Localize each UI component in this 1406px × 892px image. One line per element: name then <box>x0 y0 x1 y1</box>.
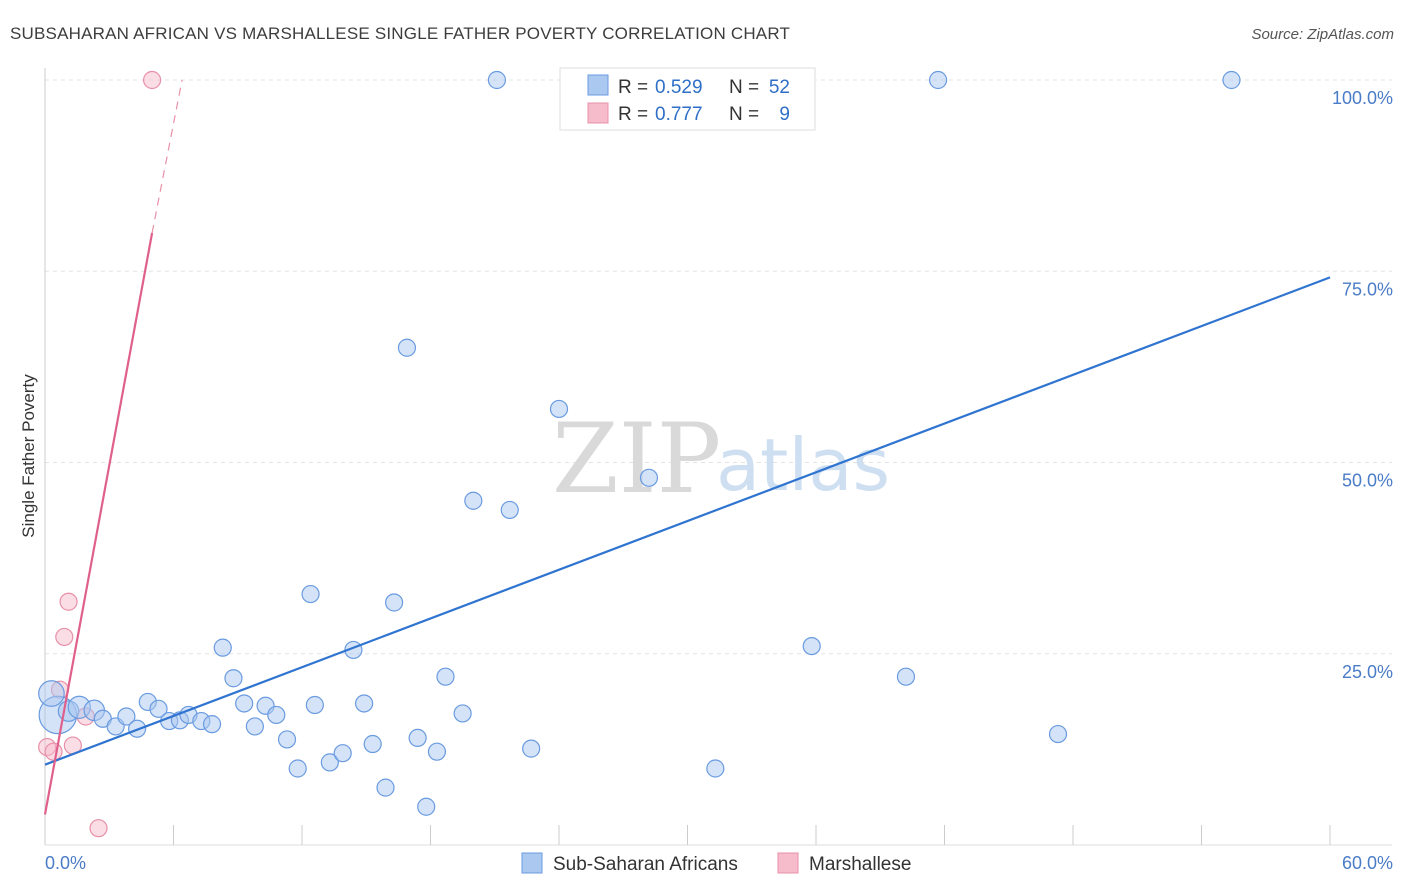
point-subsaharan-18 <box>245 717 264 736</box>
legend-n-label-blue: N = <box>729 77 759 98</box>
point-subsaharan-49 <box>1048 724 1068 744</box>
legend-n-label-pink: N = <box>729 104 759 125</box>
point-subsaharan-23 <box>301 584 320 604</box>
point-subsaharan-6 <box>117 707 136 726</box>
x-tick-label-min: 0.0% <box>45 853 86 873</box>
trend-line-subsaharan <box>44 276 1331 766</box>
point-subsaharan-14 <box>202 715 222 734</box>
y-tick-label-75: 75.0% <box>1342 279 1393 299</box>
point-subsaharan-48 <box>928 70 948 90</box>
series-legend-label-blue: Sub-Saharan Africans <box>553 854 738 875</box>
point-subsaharan-30 <box>376 778 395 797</box>
marshallese-points <box>38 70 162 838</box>
y-axis-tick-labels: 25.0% 50.0% 75.0% 100.0% <box>1332 88 1393 682</box>
gridlines <box>45 79 1392 655</box>
point-subsaharan-39 <box>487 70 506 90</box>
point-subsaharan-21 <box>277 730 297 749</box>
trend-line-marshallese <box>43 232 154 815</box>
series-legend-swatch-pink <box>777 852 799 874</box>
chart-title: SUBSAHARAN AFRICAN VS MARSHALLESE SINGLE… <box>10 24 790 43</box>
point-subsaharan-24 <box>305 695 324 715</box>
point-subsaharan-9 <box>149 699 168 718</box>
legend-n-pink: 9 <box>779 104 790 125</box>
point-subsaharan-33 <box>408 728 427 748</box>
point-subsaharan-29 <box>363 734 382 754</box>
x-axis-ticks <box>173 825 1331 845</box>
point-subsaharan-50 <box>1222 70 1241 90</box>
point-subsaharan-41 <box>522 739 541 758</box>
point-subsaharan-15 <box>213 638 232 657</box>
point-subsaharan-20 <box>267 705 286 725</box>
point-subsaharan-47 <box>896 667 916 686</box>
y-tick-label-25: 25.0% <box>1342 662 1393 682</box>
y-tick-label-50: 50.0% <box>1342 471 1393 491</box>
legend-r-label-blue: R = <box>618 77 648 98</box>
watermark-atlas: atlas <box>716 423 890 507</box>
point-subsaharan-34 <box>417 797 436 816</box>
point-marshallese-8 <box>142 70 162 90</box>
point-subsaharan-28 <box>355 694 374 713</box>
series-legend-label-pink: Marshallese <box>809 854 911 875</box>
chart-source: Source: ZipAtlas.com <box>1251 26 1394 43</box>
legend-r-blue: 0.529 <box>655 77 703 98</box>
point-subsaharan-31 <box>384 593 404 612</box>
point-subsaharan-44 <box>639 468 659 487</box>
subsaharan-points <box>38 70 1241 816</box>
point-subsaharan-17 <box>235 694 254 713</box>
legend-r-label-pink: R = <box>618 104 648 125</box>
point-subsaharan-16 <box>224 669 243 688</box>
point-subsaharan-32 <box>397 338 417 357</box>
point-subsaharan-51 <box>38 680 65 707</box>
point-marshallese-3 <box>55 627 74 647</box>
x-tick-label-max: 60.0% <box>1342 853 1393 873</box>
stats-legend: R = 0.529 N = 52 R = 0.777 N = 9 <box>559 67 816 131</box>
point-subsaharan-22 <box>288 759 307 778</box>
legend-r-pink: 0.777 <box>655 104 703 125</box>
y-tick-label-100: 100.0% <box>1332 88 1393 108</box>
point-subsaharan-38 <box>464 491 483 510</box>
watermark-zip: ZIP <box>552 403 721 515</box>
point-subsaharan-40 <box>500 500 519 520</box>
trend-line-marshallese-extension <box>151 79 183 234</box>
legend-n-blue: 52 <box>769 77 790 98</box>
point-marshallese-7 <box>89 819 108 838</box>
point-marshallese-4 <box>59 592 78 611</box>
point-subsaharan-36 <box>436 667 455 686</box>
legend-swatch-pink <box>587 102 609 124</box>
point-subsaharan-45 <box>706 759 725 778</box>
trend-lines <box>43 79 1331 815</box>
y-axis-label: Single Father Poverty <box>19 374 38 538</box>
point-subsaharan-35 <box>427 742 447 761</box>
point-subsaharan-26 <box>333 744 352 763</box>
point-marshallese-1 <box>44 742 63 761</box>
point-subsaharan-25 <box>320 753 339 772</box>
series-legend-swatch-blue <box>521 852 543 874</box>
legend-swatch-blue <box>587 74 609 96</box>
point-subsaharan-46 <box>802 636 821 656</box>
point-subsaharan-37 <box>453 704 472 723</box>
series-legend: Sub-Saharan Africans Marshallese <box>521 852 911 875</box>
point-subsaharan-42 <box>549 399 569 419</box>
